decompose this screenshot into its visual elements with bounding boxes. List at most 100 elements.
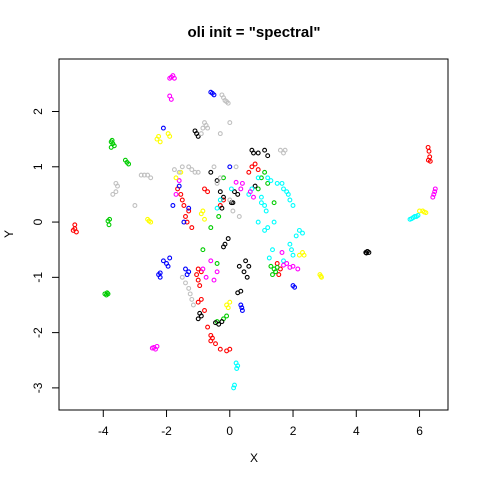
data-point bbox=[179, 274, 185, 280]
data-point bbox=[363, 250, 369, 256]
data-point bbox=[258, 200, 264, 206]
data-point bbox=[236, 214, 242, 219]
data-point bbox=[186, 205, 192, 211]
data-point bbox=[233, 164, 239, 170]
data-point bbox=[227, 197, 233, 203]
data-point bbox=[300, 230, 305, 236]
data-point bbox=[258, 194, 264, 200]
data-point bbox=[208, 258, 214, 264]
data-point bbox=[246, 169, 252, 175]
data-point bbox=[271, 200, 277, 206]
data-point bbox=[296, 252, 302, 258]
data-point bbox=[233, 179, 239, 185]
data-point bbox=[219, 92, 225, 98]
data-point bbox=[270, 247, 275, 253]
data-point bbox=[178, 191, 184, 197]
data-point bbox=[262, 203, 268, 208]
data-point bbox=[265, 225, 271, 231]
data-point bbox=[107, 216, 113, 222]
data-point bbox=[183, 280, 188, 286]
data-point bbox=[171, 167, 177, 173]
data-point bbox=[293, 233, 299, 239]
data-point bbox=[213, 341, 218, 347]
data-point bbox=[246, 263, 252, 269]
data-point bbox=[431, 191, 437, 197]
data-point bbox=[217, 189, 223, 195]
data-point bbox=[157, 274, 163, 280]
data-point bbox=[183, 214, 188, 219]
data-point bbox=[290, 252, 296, 258]
data-point bbox=[262, 147, 268, 153]
data-point bbox=[195, 277, 201, 283]
data-point bbox=[171, 75, 177, 81]
data-point bbox=[132, 203, 138, 208]
data-point bbox=[189, 296, 195, 302]
data-point bbox=[173, 175, 179, 181]
data-point bbox=[266, 255, 272, 261]
data-point bbox=[217, 175, 223, 181]
data-point bbox=[281, 186, 286, 192]
data-point bbox=[214, 261, 220, 266]
y-tick-label: -3 bbox=[31, 382, 45, 393]
data-point bbox=[216, 321, 222, 327]
data-point bbox=[255, 219, 261, 225]
data-point bbox=[271, 219, 277, 225]
data-point bbox=[167, 75, 173, 81]
data-point bbox=[176, 169, 182, 175]
y-tick-label: 2 bbox=[31, 108, 45, 115]
data-point bbox=[189, 225, 195, 231]
data-point bbox=[217, 346, 223, 352]
data-point bbox=[104, 290, 110, 296]
data-point bbox=[167, 133, 173, 139]
data-point bbox=[265, 175, 271, 181]
data-point bbox=[72, 222, 78, 228]
data-point bbox=[184, 219, 190, 225]
x-tick-label: 0 bbox=[226, 424, 233, 438]
x-tick-label: 2 bbox=[290, 424, 297, 438]
data-point bbox=[156, 133, 162, 139]
data-point bbox=[178, 169, 184, 175]
data-point bbox=[154, 343, 160, 349]
data-point bbox=[195, 299, 201, 305]
data-point bbox=[273, 269, 279, 275]
data-point bbox=[296, 227, 302, 233]
y-tick-label: 0 bbox=[31, 218, 45, 225]
data-point bbox=[170, 203, 176, 208]
data-point bbox=[258, 175, 264, 181]
data-point bbox=[235, 290, 241, 296]
data-point bbox=[165, 263, 171, 269]
data-point bbox=[289, 247, 294, 253]
data-point bbox=[295, 266, 301, 272]
data-point bbox=[265, 180, 271, 186]
data-point bbox=[225, 305, 231, 311]
data-point bbox=[265, 153, 271, 159]
data-point bbox=[186, 164, 192, 170]
data-point bbox=[268, 263, 274, 269]
data-point bbox=[230, 200, 236, 206]
data-point bbox=[423, 210, 429, 216]
data-point bbox=[190, 302, 196, 308]
data-point bbox=[179, 164, 185, 170]
data-point bbox=[200, 208, 206, 214]
data-point bbox=[290, 203, 296, 208]
data-point bbox=[281, 262, 286, 268]
data-point bbox=[149, 345, 155, 351]
data-point bbox=[187, 291, 193, 297]
data-point bbox=[157, 139, 163, 145]
data-points bbox=[70, 73, 438, 391]
data-point bbox=[252, 161, 258, 167]
data-point bbox=[198, 296, 204, 302]
data-point bbox=[241, 269, 247, 275]
data-point bbox=[239, 305, 245, 311]
data-point bbox=[268, 178, 274, 184]
data-point bbox=[279, 250, 285, 255]
data-point bbox=[228, 186, 234, 192]
y-axis: -3 -2 -1 0 1 2 bbox=[31, 108, 60, 393]
data-point bbox=[281, 258, 286, 264]
data-point bbox=[276, 272, 282, 278]
data-point bbox=[216, 214, 222, 219]
data-point bbox=[318, 273, 324, 279]
data-point bbox=[115, 183, 120, 189]
data-point bbox=[232, 189, 237, 195]
data-point bbox=[238, 186, 244, 192]
